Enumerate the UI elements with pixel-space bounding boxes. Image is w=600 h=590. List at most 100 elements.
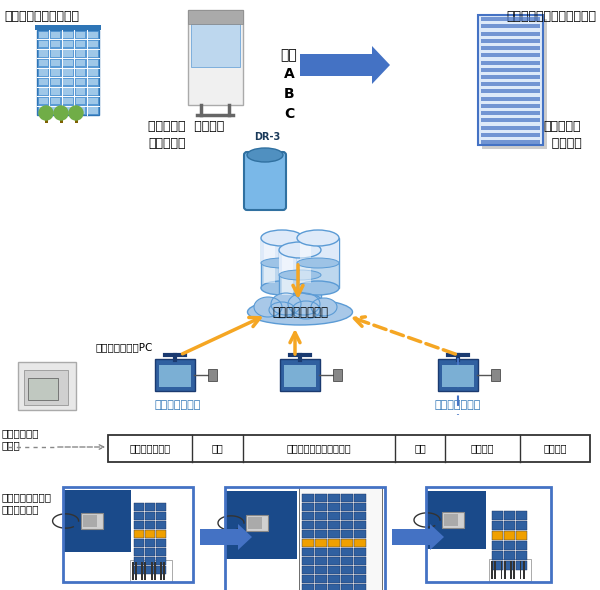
Bar (328, 503, 340, 510)
Bar (76, 60, 85, 66)
Bar (297, 238, 339, 263)
Bar (300, 243, 311, 283)
Text: 搬出: 搬出 (414, 444, 426, 454)
Bar (328, 565, 340, 573)
Bar (515, 520, 527, 529)
Bar (261, 238, 303, 288)
Text: （予備凍結）・凍結保存: （予備凍結）・凍結保存 (287, 444, 351, 454)
Bar (481, 90, 539, 93)
Bar (513, 561, 515, 579)
Bar (425, 491, 485, 549)
Bar (282, 255, 293, 295)
Bar (515, 510, 527, 520)
Bar (154, 562, 156, 580)
Text: ・軟骨細胞
  移植実施: ・軟骨細胞 移植実施 (543, 120, 582, 150)
Bar (302, 584, 314, 590)
Bar (491, 561, 493, 579)
Bar (503, 550, 515, 559)
Bar (302, 512, 314, 520)
Bar (191, 24, 239, 67)
FancyArrow shape (200, 524, 252, 550)
Bar (515, 560, 527, 569)
Bar (134, 520, 144, 529)
Ellipse shape (261, 281, 303, 295)
Bar (302, 548, 314, 556)
Bar (163, 562, 165, 580)
Bar (88, 107, 97, 113)
Bar (145, 539, 155, 546)
Bar (88, 50, 97, 57)
Bar (76, 107, 85, 113)
Bar (489, 559, 531, 581)
Ellipse shape (261, 258, 303, 268)
Bar (156, 520, 166, 529)
Bar (156, 539, 166, 546)
Text: データロガー本体
温度センサー: データロガー本体 温度センサー (2, 492, 52, 514)
Bar (134, 539, 144, 546)
Bar (328, 556, 340, 565)
Bar (328, 575, 340, 582)
Bar (64, 69, 73, 76)
Bar (64, 41, 73, 47)
Bar (341, 539, 353, 546)
FancyArrow shape (300, 46, 390, 84)
Bar (353, 556, 365, 565)
Bar (225, 491, 297, 559)
Bar (302, 556, 314, 565)
Bar (500, 561, 502, 579)
Ellipse shape (247, 148, 283, 162)
Bar (38, 78, 48, 85)
Bar (353, 539, 365, 546)
Bar (145, 520, 155, 529)
Bar (314, 575, 326, 582)
Ellipse shape (254, 297, 282, 317)
Bar (503, 561, 506, 579)
Bar (76, 41, 85, 47)
Bar (131, 562, 134, 580)
Text: 通信ネットワーク: 通信ネットワーク (272, 306, 328, 320)
Bar (134, 503, 144, 510)
Bar (314, 548, 326, 556)
Bar (80, 513, 103, 529)
Bar (225, 487, 385, 590)
Bar (108, 435, 590, 462)
Bar (515, 550, 527, 559)
Bar (481, 82, 539, 86)
Bar (38, 60, 48, 66)
Bar (76, 31, 85, 38)
Ellipse shape (248, 299, 353, 325)
Bar (64, 50, 73, 57)
Bar (482, 19, 547, 149)
Bar (159, 365, 191, 387)
Bar (328, 584, 340, 590)
Bar (51, 107, 60, 113)
Ellipse shape (297, 258, 339, 268)
Bar (491, 369, 500, 381)
Bar (353, 584, 365, 590)
Bar (491, 550, 503, 559)
Bar (279, 250, 321, 275)
Bar (264, 243, 275, 283)
Ellipse shape (297, 230, 339, 246)
Circle shape (54, 106, 68, 120)
Bar (299, 487, 382, 590)
Bar (145, 512, 155, 520)
Bar (442, 512, 464, 528)
Bar (481, 133, 539, 137)
Bar (88, 41, 97, 47)
Bar (491, 540, 503, 549)
Bar (284, 365, 316, 387)
Bar (503, 520, 515, 529)
Bar (481, 53, 539, 57)
Bar (156, 556, 166, 565)
Bar (314, 556, 326, 565)
Bar (341, 565, 353, 573)
Bar (515, 530, 527, 539)
Bar (187, 10, 242, 24)
Bar (314, 565, 326, 573)
Circle shape (69, 106, 83, 120)
Bar (302, 539, 314, 546)
Bar (481, 46, 539, 50)
Bar (134, 556, 144, 565)
Bar (302, 565, 314, 573)
